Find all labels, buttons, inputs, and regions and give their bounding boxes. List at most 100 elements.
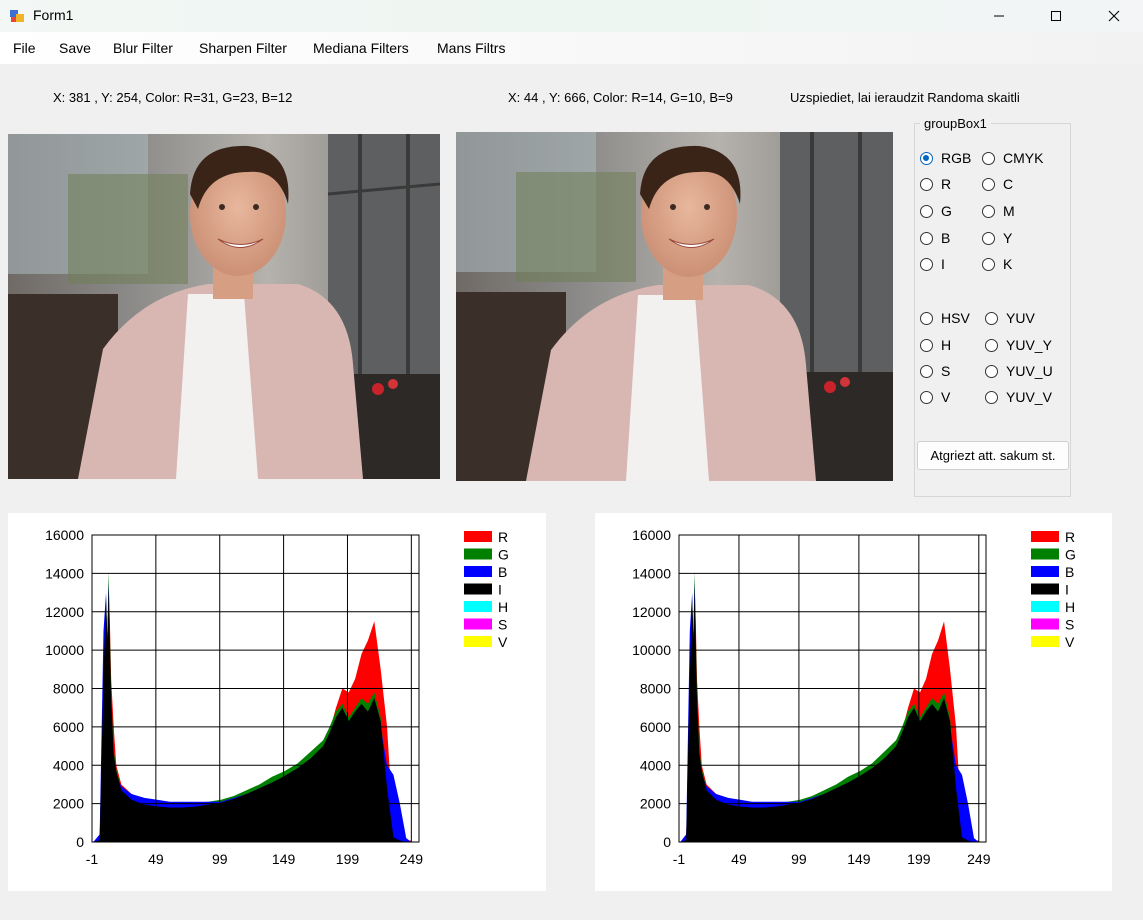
radio-cmyk[interactable]: CMYK: [982, 150, 1043, 166]
legend-label-g: G: [498, 547, 509, 563]
radio-dot-icon: [985, 390, 998, 404]
radio-dot-icon: [982, 231, 995, 245]
radio-dot-icon: [985, 311, 998, 325]
processed-image[interactable]: [456, 132, 893, 481]
menu-save[interactable]: Save: [59, 40, 91, 56]
radio-label: YUV_U: [1006, 363, 1053, 379]
y-tick-label: 16000: [45, 527, 84, 543]
y-tick-label: 12000: [45, 604, 84, 620]
groupbox-title: groupBox1: [920, 116, 991, 131]
legend-swatch-h: [464, 601, 492, 612]
y-tick-label: 0: [76, 834, 84, 850]
y-tick-label: 12000: [632, 604, 671, 620]
radio-label: V: [941, 389, 951, 405]
legend-swatch-h: [1031, 601, 1059, 612]
radio-dot-icon: [982, 151, 995, 165]
menu-file[interactable]: File: [13, 40, 36, 56]
radio-dot-icon: [920, 338, 933, 352]
radio-dot-icon: [920, 231, 933, 245]
radio-v[interactable]: V: [920, 389, 950, 405]
left-pixel-info: X: 381 , Y: 254, Color: R=31, G=23, B=12: [53, 90, 293, 105]
radio-label: C: [1003, 176, 1014, 192]
x-tick-label: 99: [212, 851, 228, 867]
legend-swatch-i: [1031, 583, 1059, 595]
legend-label-s: S: [1065, 617, 1074, 633]
menu-mediana-filters[interactable]: Mediana Filters: [313, 40, 409, 56]
groupbox: [914, 123, 1071, 497]
x-tick-label: 149: [272, 851, 296, 867]
radio-c[interactable]: C: [982, 176, 1013, 192]
radio-yuv-u[interactable]: YUV_U: [985, 363, 1053, 379]
radio-label: HSV: [941, 310, 970, 326]
close-button[interactable]: [1085, 0, 1143, 32]
menu-blur-filter[interactable]: Blur Filter: [113, 40, 173, 56]
legend-swatch-s: [464, 618, 492, 630]
radio-label: RGB: [941, 150, 972, 166]
radio-dot-icon: [982, 257, 995, 271]
legend-swatch-v: [1031, 636, 1059, 647]
x-tick-label: 249: [967, 851, 991, 867]
window-title: Form1: [33, 7, 74, 23]
radio-label: I: [941, 256, 945, 272]
radio-s[interactable]: S: [920, 363, 950, 379]
radio-hsv[interactable]: HSV: [920, 310, 970, 326]
legend-label-r: R: [1065, 529, 1075, 545]
radio-b[interactable]: B: [920, 230, 950, 246]
radio-label: K: [1003, 256, 1013, 272]
radio-label: H: [941, 337, 952, 353]
radio-label: YUV: [1006, 310, 1035, 326]
histogram-right-panel: 0 2000 4000 6000 8000 10000 12000 14000 16000 -1 4…: [595, 513, 1112, 891]
legend-label-v: V: [498, 634, 508, 650]
histogram-right: 0 2000 4000 6000 8000 10000 12000 14000 16000 -1 4…: [632, 527, 1076, 867]
radio-label: M: [1003, 203, 1015, 219]
legend-label-b: B: [1065, 564, 1074, 580]
y-tick-label: 0: [663, 834, 671, 850]
minimize-button[interactable]: [970, 0, 1028, 32]
title-bar: Form1: [0, 0, 1143, 32]
radio-label: R: [941, 176, 952, 192]
radio-label: YUV_V: [1006, 389, 1052, 405]
radio-dot-icon: [982, 204, 995, 218]
plot-frame: [91, 534, 420, 843]
legend-swatch-s: [1031, 618, 1059, 630]
radio-rgb[interactable]: RGB: [920, 150, 971, 166]
random-number-label[interactable]: Uzspiediet, lai ieraudzit Randoma skaitl…: [790, 90, 1020, 105]
radio-yuv-v[interactable]: YUV_V: [985, 389, 1052, 405]
legend-label-g: G: [1065, 547, 1076, 563]
radio-m[interactable]: M: [982, 203, 1015, 219]
radio-dot-icon: [920, 390, 933, 404]
close-icon: [1108, 10, 1120, 22]
y-tick-label: 6000: [53, 719, 84, 735]
series-i-area: [680, 584, 979, 842]
legend-swatch-r: [464, 531, 492, 542]
radio-h[interactable]: H: [920, 337, 951, 353]
reset-image-button[interactable]: Atgriezt att. sakum st.: [917, 441, 1069, 470]
radio-yuv[interactable]: YUV: [985, 310, 1035, 326]
legend-swatch-r: [1031, 531, 1059, 542]
x-tick-label: 149: [847, 851, 871, 867]
radio-r[interactable]: R: [920, 176, 951, 192]
plot-frame: [678, 534, 987, 843]
maximize-button[interactable]: [1027, 0, 1085, 32]
y-tick-label: 2000: [640, 796, 671, 812]
menu-mans-filtrs[interactable]: Mans Filtrs: [437, 40, 506, 56]
radio-label: Y: [1003, 230, 1013, 246]
radio-dot-icon: [985, 364, 998, 378]
radio-g[interactable]: G: [920, 203, 952, 219]
x-tick-label: 199: [336, 851, 360, 867]
app-icon: [10, 10, 24, 22]
x-tick-label: -1: [673, 851, 686, 867]
radio-y[interactable]: Y: [982, 230, 1012, 246]
radio-i[interactable]: I: [920, 256, 945, 272]
original-image[interactable]: [8, 134, 440, 479]
right-pixel-info: X: 44 , Y: 666, Color: R=14, G=10, B=9: [508, 90, 733, 105]
radio-dot-icon: [920, 204, 933, 218]
x-tick-label: 49: [148, 851, 164, 867]
y-tick-label: 10000: [632, 642, 671, 658]
menu-sharpen-filter[interactable]: Sharpen Filter: [199, 40, 287, 56]
legend-label-v: V: [1065, 634, 1075, 650]
legend-swatch-v: [464, 636, 492, 647]
radio-k[interactable]: K: [982, 256, 1012, 272]
radio-yuv-y[interactable]: YUV_Y: [985, 337, 1052, 353]
x-tick-label: 99: [791, 851, 807, 867]
